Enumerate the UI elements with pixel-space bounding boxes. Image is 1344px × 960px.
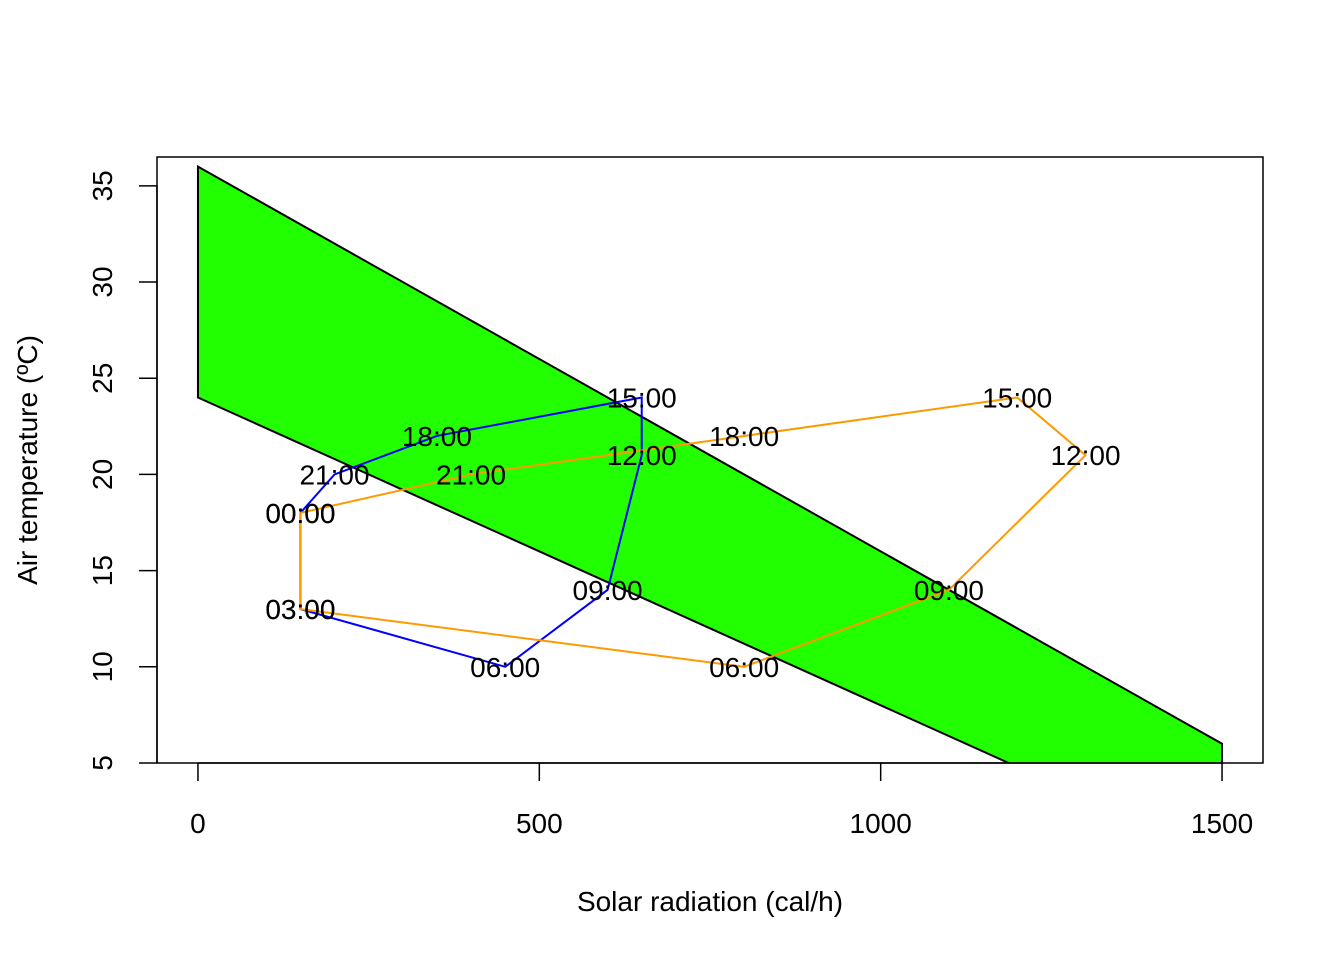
x-tick-label-1000: 1000 (850, 808, 912, 839)
point-label-blue-0900: 09:00 (573, 575, 643, 606)
comfort-band (196, 164, 1224, 763)
x-tick-label-0: 0 (190, 808, 206, 839)
point-label-orange-1800: 18:00 (709, 421, 779, 452)
point-label-orange-0900: 09:00 (914, 575, 984, 606)
series-layer (299, 396, 1087, 668)
y-tick-label-35: 35 (87, 170, 118, 201)
series-line-blue (299, 396, 643, 668)
point-label-blue-1800: 18:00 (402, 421, 472, 452)
y-tick-label-20: 20 (87, 459, 118, 490)
series-line-orange (299, 396, 1087, 668)
point-label-orange-0600: 06:00 (709, 652, 779, 683)
x-tick-label-500: 500 (516, 808, 563, 839)
y-tick-label-5: 5 (87, 755, 118, 771)
y-tick-label-30: 30 (87, 266, 118, 297)
point-label-orange-2100: 21:00 (436, 459, 506, 490)
x-tick-label-1500: 1500 (1191, 808, 1253, 839)
point-label-blue-0300: 03:00 (265, 594, 335, 625)
x-axis-title: Solar radiation (cal/h) (577, 886, 843, 917)
point-label-orange-1200: 12:00 (1050, 440, 1120, 471)
point-label-blue-1500: 15:00 (607, 382, 677, 413)
point-label-orange-0000: 00:00 (265, 498, 335, 529)
label-layer: 00:00 03:00 06:00 09:00 12:00 15:00 18:00 21:00… (265, 382, 1120, 682)
x-axis: 0 500 1000 1500 (190, 762, 1253, 839)
point-label-blue-0600: 06:00 (470, 652, 540, 683)
point-label-blue-0000: 00:00 (265, 498, 335, 529)
y-tick-label-15: 15 (87, 555, 118, 586)
band-layer (196, 164, 1224, 763)
y-axis: 5 10 15 20 25 30 35 (87, 170, 158, 771)
y-tick-label-25: 25 (87, 363, 118, 394)
point-label-orange-0300: 03:00 (265, 594, 335, 625)
point-label-blue-1200: 12:00 (607, 440, 677, 471)
y-axis-title: Air temperature (ºC) (12, 335, 43, 585)
y-tick-label-10: 10 (87, 651, 118, 682)
point-label-blue-2100: 21:00 (299, 459, 369, 490)
point-label-orange-1500: 15:00 (982, 382, 1052, 413)
